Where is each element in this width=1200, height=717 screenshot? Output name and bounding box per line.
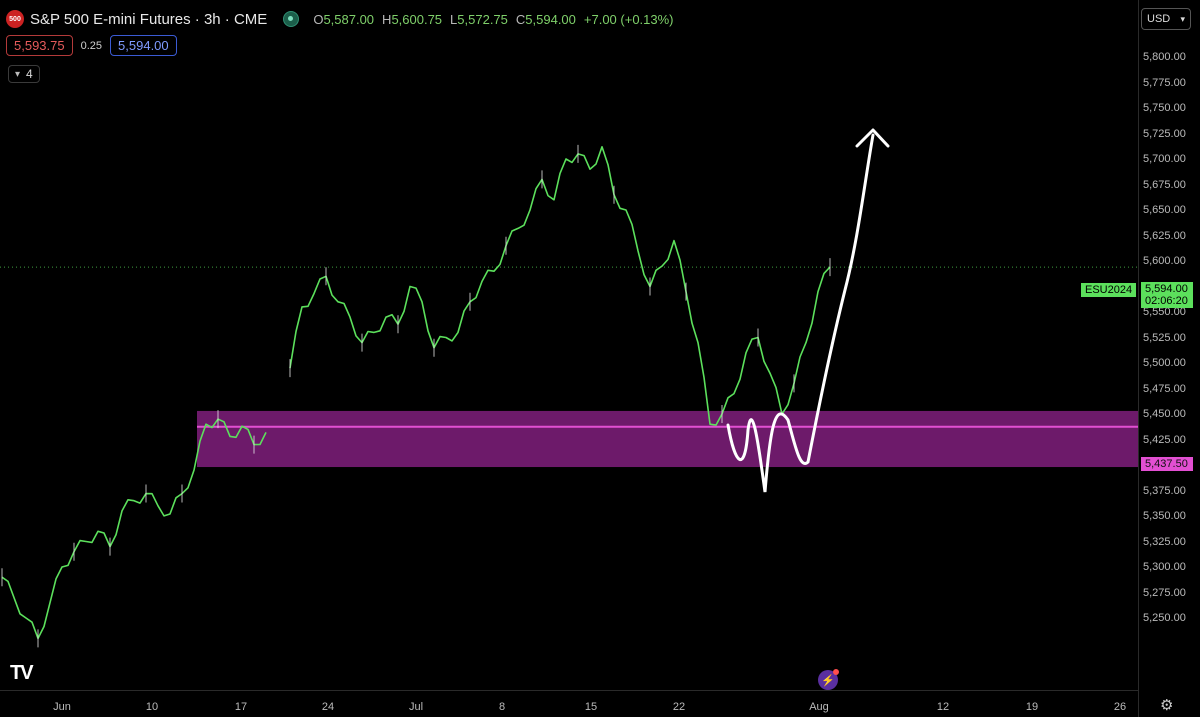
chevron-down-icon: ▾ bbox=[1180, 13, 1185, 24]
price-tick: 5,800.00 bbox=[1143, 51, 1186, 63]
ohlc-readout: O5,587.00 H5,600.75 L5,572.75 C5,594.00 … bbox=[313, 11, 674, 27]
price-tick: 5,525.00 bbox=[1143, 331, 1186, 344]
price-tick: 5,550.00 bbox=[1143, 306, 1186, 318]
price-tick: 5,600.00 bbox=[1143, 255, 1186, 267]
price-tick: 5,750.00 bbox=[1143, 102, 1186, 114]
symbol-title[interactable]: S&P 500 E-mini Futures · 3h · CME bbox=[30, 10, 268, 28]
open-value: 5,587.00 bbox=[323, 11, 375, 27]
tradingview-logo-icon: TV bbox=[10, 662, 34, 684]
price-tick: 5,650.00 bbox=[1143, 204, 1186, 216]
price-tick: 5,475.00 bbox=[1143, 382, 1186, 395]
low-value: 5,572.75 bbox=[457, 11, 508, 27]
bolt-icon[interactable]: ⚡ bbox=[818, 669, 839, 690]
close-value: 5,594.00 bbox=[525, 11, 576, 27]
zone-price-label: 5,437.50 bbox=[1141, 457, 1193, 471]
indicators-count: 4 bbox=[26, 67, 33, 81]
time-tick: Jun bbox=[53, 701, 71, 713]
time-tick: 24 bbox=[321, 701, 335, 713]
time-tick: 19 bbox=[1025, 701, 1039, 713]
quote-buttons: 5,593.75 0.25 5,594.00 bbox=[6, 35, 177, 56]
user-drawn-path bbox=[726, 133, 875, 493]
currency-select[interactable]: USD ▾ bbox=[1141, 8, 1191, 30]
price-series-line bbox=[289, 146, 831, 426]
price-tick: 5,350.00 bbox=[1143, 510, 1186, 522]
time-tick: 15 bbox=[584, 701, 598, 713]
high-value: 5,600.75 bbox=[391, 11, 443, 27]
time-tick: Jul bbox=[408, 701, 424, 713]
price-tick: 5,275.00 bbox=[1143, 586, 1186, 599]
price-tick: 5,725.00 bbox=[1143, 127, 1186, 140]
price-tick: 5,700.00 bbox=[1143, 153, 1186, 165]
arrow-head bbox=[855, 128, 890, 148]
price-tick: 5,425.00 bbox=[1143, 433, 1186, 446]
symbol-label: ESU2024 bbox=[1081, 283, 1137, 297]
chevron-down-icon: ▾ bbox=[15, 68, 21, 80]
time-axis-separator bbox=[0, 690, 1138, 691]
price-tick: 5,625.00 bbox=[1143, 229, 1186, 242]
symbol-header: 500 S&P 500 E-mini Futures · 3h · CME O5… bbox=[6, 8, 674, 30]
price-tick: 5,675.00 bbox=[1143, 178, 1186, 191]
time-tick: Aug bbox=[809, 701, 829, 713]
sell-button[interactable]: 5,593.75 bbox=[6, 35, 73, 56]
current-price-label: 5,594.00 02:06:20 bbox=[1141, 282, 1193, 308]
price-tick: 5,250.00 bbox=[1143, 612, 1186, 624]
currency-label: USD bbox=[1147, 13, 1171, 25]
price-axis-separator bbox=[1138, 0, 1139, 717]
price-tick: 5,300.00 bbox=[1143, 561, 1186, 573]
price-tick: 5,500.00 bbox=[1143, 357, 1186, 369]
gear-icon[interactable]: ⚙ bbox=[1160, 697, 1174, 714]
buy-button[interactable]: 5,594.00 bbox=[110, 35, 177, 56]
price-tick: 5,375.00 bbox=[1143, 484, 1186, 497]
time-tick: 10 bbox=[145, 701, 159, 713]
symbol-logo-icon: 500 bbox=[6, 10, 24, 28]
eye-icon[interactable] bbox=[283, 11, 300, 27]
time-tick: 8 bbox=[498, 701, 506, 713]
time-tick: 12 bbox=[936, 701, 950, 713]
change-value: +7.00 (+0.13%) bbox=[583, 11, 674, 27]
price-series-line bbox=[1, 418, 267, 640]
time-tick: 26 bbox=[1113, 701, 1127, 713]
price-chart[interactable] bbox=[0, 0, 1138, 690]
time-tick: 22 bbox=[672, 701, 686, 713]
time-tick: 17 bbox=[234, 701, 248, 713]
demand-zone bbox=[197, 410, 1138, 468]
bar-countdown: 02:06:20 bbox=[1145, 295, 1188, 307]
price-tick: 5,450.00 bbox=[1143, 408, 1186, 420]
price-tick: 5,775.00 bbox=[1143, 76, 1186, 89]
indicators-toggle[interactable]: ▾ 4 bbox=[8, 65, 40, 83]
spread-value: 0.25 bbox=[80, 39, 103, 52]
price-tick: 5,325.00 bbox=[1143, 535, 1186, 548]
